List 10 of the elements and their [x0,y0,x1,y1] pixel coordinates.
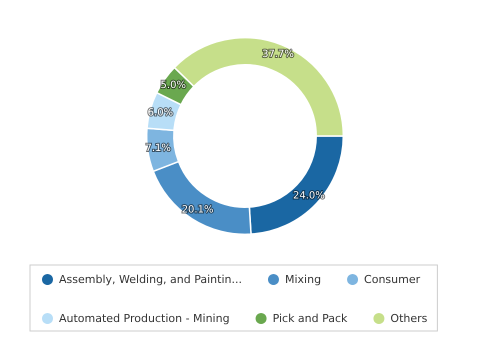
data-label: 6.0% [148,107,174,118]
legend-label: Mixing [284,273,322,286]
legend-label: Automated Production - Mining [59,312,230,325]
legend-label: Assembly, Welding, and Paintin... [59,273,242,286]
data-label: 37.7% [262,49,294,60]
data-label: 20.1% [182,204,214,216]
legend-label: Others [390,312,428,325]
data-label: 5.0% [160,80,186,91]
legend-label: Consumer [364,273,421,286]
legend-label: Pick and Pack [272,312,348,325]
